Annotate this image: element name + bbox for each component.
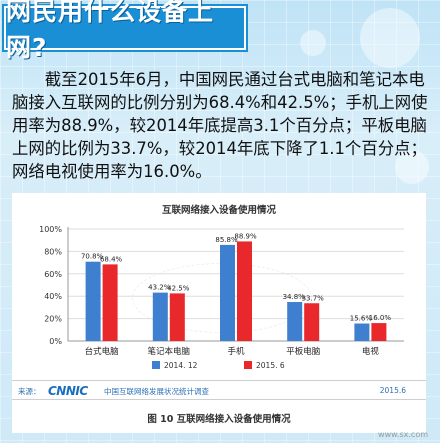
data-label: 88.9% xyxy=(234,232,257,240)
intro-paragraph: 截至2015年6月，中国网民通过台式电脑和笔记本电脑接入互联网的比例分别为68.… xyxy=(12,70,428,181)
data-label: 16.0% xyxy=(369,314,392,322)
x-tick-label: 笔记本电脑 xyxy=(148,346,191,357)
legend-label: 2014. 12 xyxy=(164,361,198,370)
site-watermark: www.sx.com xyxy=(378,430,428,439)
y-tick-label: 20% xyxy=(44,315,62,324)
bar-chart: 互联网络接入设备使用情况 0% 20% 40% 60% 80% 100% 70.8%68.4%… xyxy=(39,204,404,370)
decorative-bubble xyxy=(300,30,326,56)
source-bar: 来源： CNNIC 中国互联网络发展状况统计调查 2015.6 xyxy=(12,380,426,400)
x-tick-label: 台式电脑 xyxy=(85,346,120,357)
bar xyxy=(287,302,303,341)
y-tick-label: 60% xyxy=(44,270,62,279)
data-label: 33.7% xyxy=(302,294,325,302)
bar xyxy=(220,244,235,341)
x-tick-label: 手机 xyxy=(227,346,245,357)
bar xyxy=(102,264,118,341)
legend-label: 2015. 6 xyxy=(256,361,285,370)
bar xyxy=(85,261,101,341)
y-tick-label: 40% xyxy=(44,292,62,301)
cnnic-logo: CNNIC xyxy=(48,384,88,398)
decorative-bubble xyxy=(360,8,420,68)
data-label: 70.8% xyxy=(81,253,104,261)
data-label: 85.8% xyxy=(215,236,238,244)
page-title-banner: 网民用什么设备上网? xyxy=(4,0,246,62)
source-date: 2015.6 xyxy=(379,386,406,395)
chart-card: 互联网络接入设备使用情况 0% 20% 40% 60% 80% 100% 70.8% 68.4%… xyxy=(12,193,426,433)
data-label: 43.2% xyxy=(148,284,171,292)
bar xyxy=(371,323,387,341)
source-label: 来源： xyxy=(18,387,41,396)
bar xyxy=(152,292,168,341)
bar xyxy=(304,303,320,341)
page-title: 网民用什么设备上网? xyxy=(6,0,215,62)
chart-title: 互联网络接入设备使用情况 xyxy=(162,204,277,216)
data-label: 15.6% xyxy=(350,315,373,323)
bar xyxy=(237,241,252,341)
legend-swatch xyxy=(152,361,160,369)
decorative-bubble xyxy=(395,150,429,184)
source-org: 中国互联网络发展状况统计调查 xyxy=(104,387,209,396)
figure-caption: 图 10 互联网络接入设备使用情况 xyxy=(147,414,291,425)
bar xyxy=(169,293,185,341)
data-label: 34.8% xyxy=(283,293,306,301)
data-label: 68.4% xyxy=(100,255,123,263)
legend-swatch xyxy=(244,361,252,369)
x-tick-label: 电视 xyxy=(362,346,380,357)
data-label: 42.5% xyxy=(167,284,190,292)
y-tick-label: 80% xyxy=(44,247,62,256)
y-tick-label: 0% xyxy=(49,337,62,346)
bar xyxy=(354,323,370,341)
x-tick-label: 平板电脑 xyxy=(286,346,321,357)
y-tick-label: 100% xyxy=(39,225,62,234)
